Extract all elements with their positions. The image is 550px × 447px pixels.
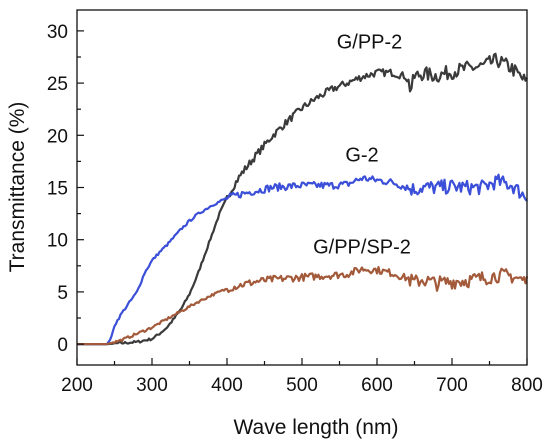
x-tick-label: 200 <box>61 375 93 396</box>
series-label-3: G/PP/SP-2 <box>313 236 411 258</box>
y-tick-label: 20 <box>47 126 68 147</box>
x-tick-label: 500 <box>286 375 318 396</box>
series-line-2 <box>77 173 528 346</box>
y-tick-label: 15 <box>47 179 68 200</box>
axes: 200 300 400 500 600 700 800 0 5 10 15 20 25 30 <box>47 9 543 396</box>
x-tick-label: 300 <box>136 375 168 396</box>
series-label-1: G/PP-2 <box>337 32 403 54</box>
x-axis-title: Wave length (nm) <box>234 416 399 439</box>
y-tick-label: 5 <box>57 283 68 304</box>
x-tick-label: 800 <box>511 375 543 396</box>
y-tick-label: 25 <box>47 74 68 95</box>
series-label-2: G-2 <box>345 144 378 166</box>
y-tick-label: 30 <box>47 22 68 43</box>
x-tick-label: 600 <box>361 375 393 396</box>
plot-area: G/PP-2 G-2 G/PP/SP-2 <box>77 32 529 346</box>
series-line-1 <box>77 52 528 346</box>
x-tick-label: 700 <box>436 375 468 396</box>
y-tick-label: 10 <box>47 231 68 252</box>
y-axis-title: Transmittance (%) <box>6 102 29 273</box>
y-tick-label: 0 <box>57 335 68 356</box>
series-line-3 <box>77 266 529 346</box>
x-tick-label: 400 <box>211 375 243 396</box>
